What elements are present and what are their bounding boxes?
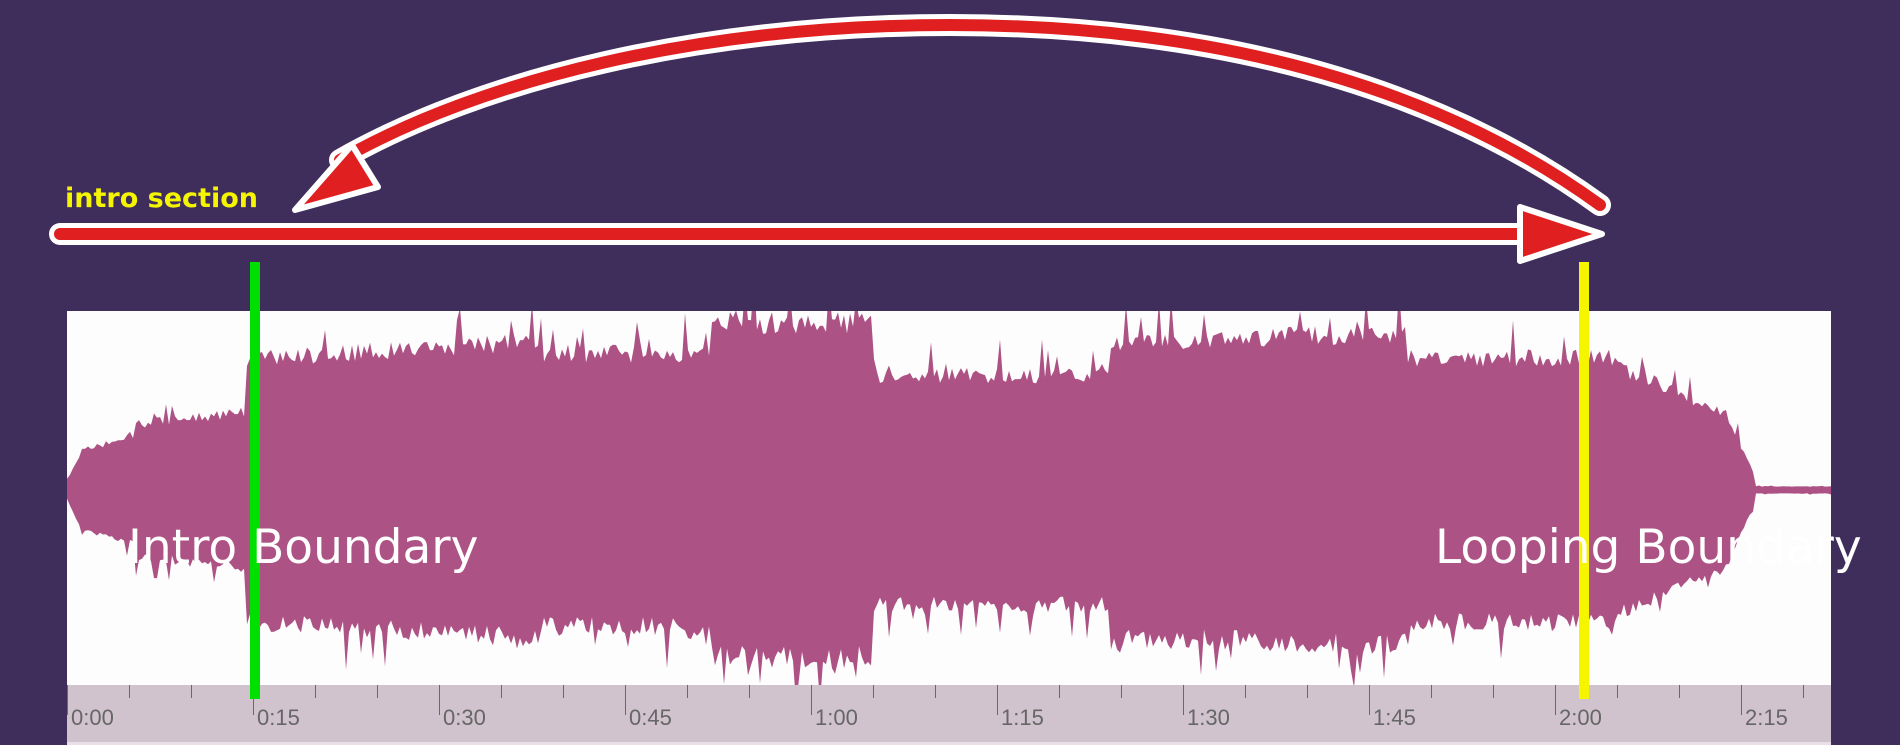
minor-tick xyxy=(1307,685,1308,698)
minor-tick xyxy=(191,685,192,698)
minor-tick xyxy=(1679,685,1680,698)
intro-section-label: intro section xyxy=(65,183,258,214)
minor-tick xyxy=(749,685,750,698)
tick-label: 2:15 xyxy=(1745,705,1788,730)
minor-tick xyxy=(873,685,874,698)
waveform xyxy=(67,311,1831,685)
minor-tick xyxy=(1059,685,1060,698)
tick-label: 2:00 xyxy=(1559,705,1602,730)
looping-boundary-label: Looping Boundary xyxy=(1435,520,1862,575)
major-tick xyxy=(625,685,626,715)
tick-label: 1:00 xyxy=(815,705,858,730)
looping-boundary-marker[interactable] xyxy=(1578,262,1589,699)
minor-tick xyxy=(315,685,316,698)
minor-tick xyxy=(935,685,936,698)
major-tick xyxy=(1741,685,1742,715)
tick-label: 0:45 xyxy=(629,705,672,730)
intro-section-arrow xyxy=(49,204,1605,264)
tick-label: 0:00 xyxy=(71,705,114,730)
minor-tick xyxy=(687,685,688,698)
minor-tick xyxy=(1493,685,1494,698)
major-tick xyxy=(811,685,812,715)
tick-label: 0:15 xyxy=(257,705,300,730)
minor-tick xyxy=(563,685,564,698)
minor-tick xyxy=(1803,685,1804,698)
arrows xyxy=(49,13,1611,264)
major-tick xyxy=(439,685,440,715)
major-tick xyxy=(1183,685,1184,715)
major-tick xyxy=(1369,685,1370,715)
minor-tick xyxy=(1431,685,1432,698)
major-tick xyxy=(997,685,998,715)
waveform-shape xyxy=(67,311,1831,685)
minor-tick xyxy=(129,685,130,698)
tick-label: 1:30 xyxy=(1187,705,1230,730)
tick-label: 0:30 xyxy=(443,705,486,730)
minor-tick xyxy=(1245,685,1246,698)
intro-boundary-marker[interactable] xyxy=(250,262,261,699)
loop-back-arrow xyxy=(292,13,1611,216)
timeline-ruler: 0:00 0:15 0:30 0:45 1:00 1:15 1:30 1:45 2:00 2:15 xyxy=(67,685,1831,745)
tick-label: 1:15 xyxy=(1001,705,1044,730)
minor-tick xyxy=(501,685,502,698)
major-tick xyxy=(67,685,68,715)
minor-tick xyxy=(377,685,378,698)
major-tick xyxy=(1555,685,1556,715)
intro-boundary-label: Intro Boundary xyxy=(128,520,479,575)
tick-label: 1:45 xyxy=(1373,705,1416,730)
minor-tick xyxy=(1121,685,1122,698)
minor-tick xyxy=(1617,685,1618,698)
